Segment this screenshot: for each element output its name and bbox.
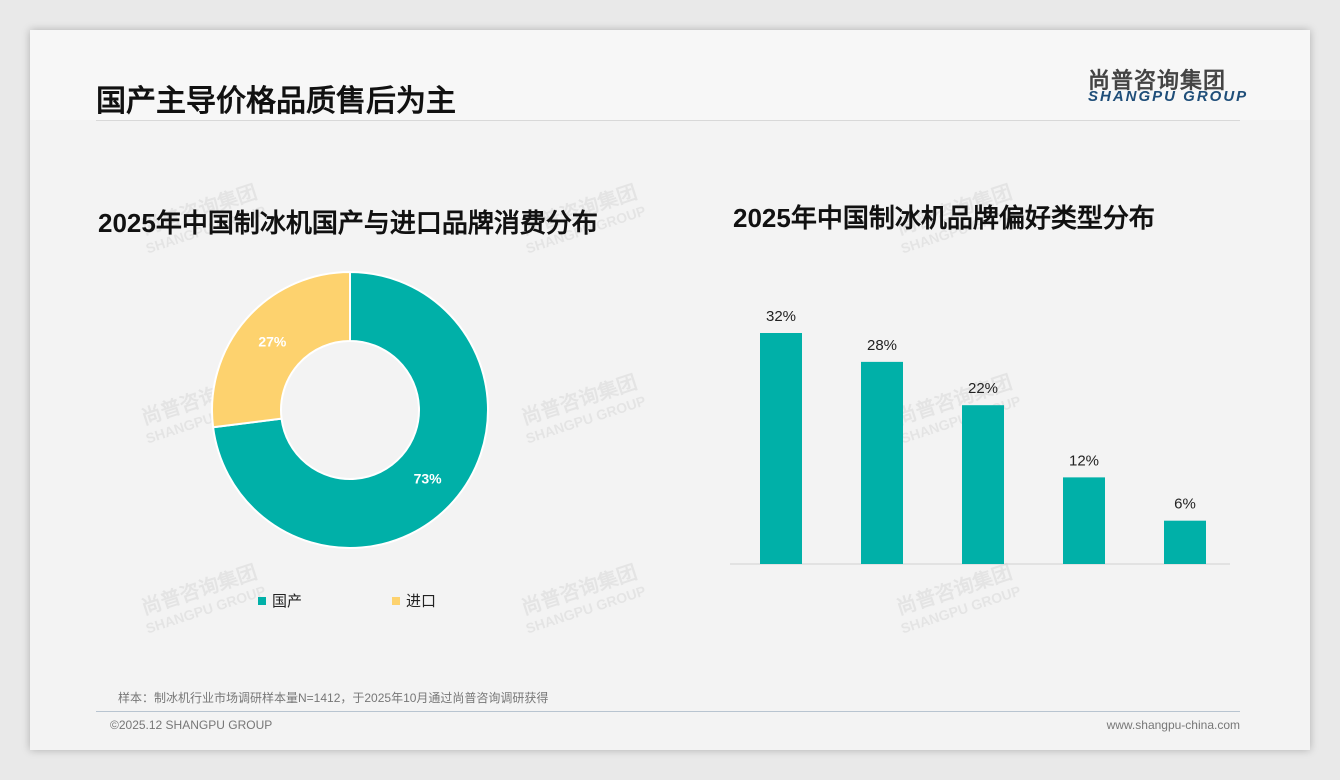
bar-0 — [760, 333, 802, 564]
header — [30, 30, 1310, 120]
donut-slice-0 — [211, 270, 489, 549]
bar-chart: 32%价格敏感型28%品质保障型22%售后服务型12%技术创新型6%环保节能型 — [730, 308, 1230, 565]
logo-en: SHANGPU GROUP — [1088, 88, 1249, 105]
bar-data-label: 32% — [766, 308, 796, 325]
slide: 国产主导价格品质售后为主 尚普咨询集团 SHANGPU GROUP 尚普咨询集团… — [30, 30, 1310, 750]
bar-4 — [1164, 520, 1206, 564]
sample-note: 样本：制冰机行业市场调研样本量N=1412，于2025年10月通过尚普咨询调研获… — [118, 691, 549, 705]
donut-chart: 73% 27% — [211, 270, 489, 549]
bar-data-label: 12% — [1069, 452, 1099, 469]
watermark: 尚普咨询集团 SHANGPU GROUP — [519, 561, 648, 637]
donut-slice-1 — [211, 270, 351, 429]
donut-data-label: 73% — [414, 470, 443, 486]
donut-data-label: 27% — [258, 334, 287, 350]
footer-divider — [96, 711, 1240, 712]
legend-label: 国产 — [272, 593, 303, 610]
watermark: 尚普咨询集团 SHANGPU GROUP — [139, 561, 268, 637]
legend-item-import: 进口 — [392, 590, 436, 611]
donut-chart-title: 2025年中国制冰机国产与进口品牌消费分布 — [98, 208, 598, 238]
bar-2 — [962, 405, 1004, 564]
divider — [96, 120, 1240, 121]
bar-1 — [861, 361, 903, 564]
bar-data-label: 22% — [968, 380, 998, 397]
bar-chart-title: 2025年中国制冰机品牌偏好类型分布 — [733, 203, 1155, 233]
bar-data-label: 6% — [1174, 496, 1196, 513]
legend-swatch — [392, 596, 400, 605]
logo-cn: 尚普咨询集团 — [1088, 68, 1227, 93]
bar-3 — [1063, 477, 1105, 564]
legend-label: 进口 — [406, 593, 437, 610]
legend-swatch — [258, 596, 266, 605]
legend-item-domestic: 国产 — [258, 590, 302, 611]
website-url: www.shangpu-china.com — [1106, 718, 1240, 732]
bar-data-label: 28% — [867, 337, 897, 354]
copyright: ©2025.12 SHANGPU GROUP — [110, 718, 273, 732]
page-title: 国产主导价格品质售后为主 — [96, 85, 456, 118]
